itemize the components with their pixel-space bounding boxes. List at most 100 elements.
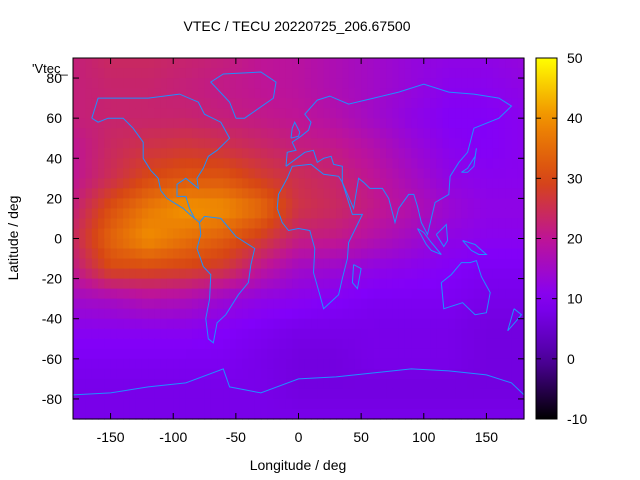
- heatmap-cell: [467, 128, 475, 139]
- heatmap-cell: [173, 198, 181, 210]
- heatmap-cell: [235, 88, 243, 99]
- heatmap-cell: [323, 288, 331, 300]
- heatmap-cell: [298, 208, 306, 220]
- heatmap-cell: [323, 328, 331, 340]
- heatmap-cell: [298, 348, 306, 360]
- heatmap-cell: [166, 198, 174, 210]
- heatmap-cell: [373, 68, 381, 79]
- heatmap-cell: [342, 378, 350, 390]
- heatmap-cell: [473, 398, 481, 410]
- heatmap-cell: [204, 208, 212, 220]
- heatmap-cell: [423, 78, 431, 89]
- heatmap-cell: [404, 328, 412, 340]
- heatmap-cell: [430, 108, 437, 119]
- heatmap-cell: [154, 158, 162, 169]
- heatmap-cell: [135, 68, 143, 79]
- heatmap-cell: [430, 318, 437, 330]
- heatmap-cell: [123, 118, 130, 129]
- heatmap-cell: [373, 228, 381, 240]
- heatmap-cell: [98, 158, 105, 169]
- heatmap-cell: [323, 388, 331, 400]
- heatmap-cell: [379, 168, 387, 179]
- heatmap-cell: [279, 318, 287, 330]
- heatmap-cell: [192, 58, 199, 69]
- heatmap-cell: [517, 188, 525, 199]
- heatmap-cell: [273, 58, 281, 69]
- heatmap-cell: [505, 88, 513, 99]
- heatmap-cell: [461, 198, 469, 210]
- heatmap-cell: [110, 368, 118, 380]
- heatmap-cell: [91, 288, 99, 300]
- heatmap-cell: [110, 408, 118, 420]
- heatmap-cell: [354, 128, 362, 139]
- heatmap-cell: [311, 118, 318, 129]
- heatmap-cell: [173, 388, 181, 400]
- heatmap-cell: [235, 338, 243, 350]
- heatmap-cell: [267, 368, 275, 380]
- heatmap-cell: [185, 308, 193, 320]
- heatmap-cell: [198, 388, 206, 400]
- heatmap-cell: [486, 268, 494, 280]
- heatmap-cell: [104, 388, 112, 400]
- heatmap-cell: [417, 108, 425, 119]
- heatmap-cell: [229, 338, 237, 350]
- heatmap-cell: [110, 78, 118, 89]
- heatmap-cell: [279, 368, 287, 380]
- heatmap-cell: [154, 318, 162, 330]
- heatmap-cell: [73, 378, 80, 390]
- heatmap-cell: [492, 248, 500, 260]
- heatmap-cell: [517, 398, 525, 410]
- heatmap-cell: [279, 228, 287, 240]
- heatmap-cell: [323, 88, 331, 99]
- heatmap-cell: [242, 358, 249, 370]
- heatmap-cell: [267, 218, 275, 230]
- heatmap-cell: [148, 128, 156, 139]
- heatmap-cell: [505, 298, 513, 310]
- heatmap-cell: [492, 298, 500, 310]
- heatmap-cell: [498, 148, 506, 159]
- heatmap-cell: [505, 218, 513, 230]
- heatmap-cell: [248, 268, 256, 280]
- heatmap-cell: [160, 108, 168, 119]
- heatmap-cell: [461, 278, 469, 290]
- heatmap-cell: [304, 148, 312, 159]
- heatmap-cell: [166, 188, 174, 199]
- heatmap-cell: [273, 288, 281, 300]
- heatmap-cell: [254, 218, 262, 230]
- heatmap-cell: [141, 168, 149, 179]
- heatmap-cell: [455, 318, 462, 330]
- heatmap-cell: [223, 398, 231, 410]
- heatmap-cell: [279, 58, 287, 69]
- heatmap-cell: [298, 118, 306, 129]
- heatmap-cell: [173, 298, 181, 310]
- heatmap-cell: [517, 128, 525, 139]
- heatmap-cell: [179, 108, 187, 119]
- heatmap-cell: [98, 58, 105, 69]
- heatmap-cell: [104, 338, 112, 350]
- heatmap-cell: [254, 398, 262, 410]
- heatmap-cell: [455, 208, 462, 220]
- heatmap-cell: [235, 218, 243, 230]
- heatmap-cell: [185, 378, 193, 390]
- heatmap-cell: [104, 198, 112, 210]
- heatmap-cell: [79, 118, 87, 129]
- heatmap-cell: [154, 78, 162, 89]
- heatmap-cell: [348, 108, 356, 119]
- heatmap-cell: [166, 158, 174, 169]
- heatmap-cell: [179, 198, 187, 210]
- heatmap-cell: [511, 128, 519, 139]
- heatmap-cell: [348, 268, 356, 280]
- heatmap-cell: [505, 108, 513, 119]
- heatmap-cell: [166, 318, 174, 330]
- heatmap-cell: [323, 148, 331, 159]
- heatmap-cell: [242, 228, 249, 240]
- heatmap-cell: [229, 258, 237, 270]
- heatmap-cell: [379, 118, 387, 129]
- heatmap-cell: [148, 68, 156, 79]
- heatmap-cell: [298, 128, 306, 139]
- heatmap-cell: [160, 318, 168, 330]
- heatmap-cell: [323, 158, 331, 169]
- heatmap-cell: [298, 78, 306, 89]
- heatmap-cell: [329, 358, 337, 370]
